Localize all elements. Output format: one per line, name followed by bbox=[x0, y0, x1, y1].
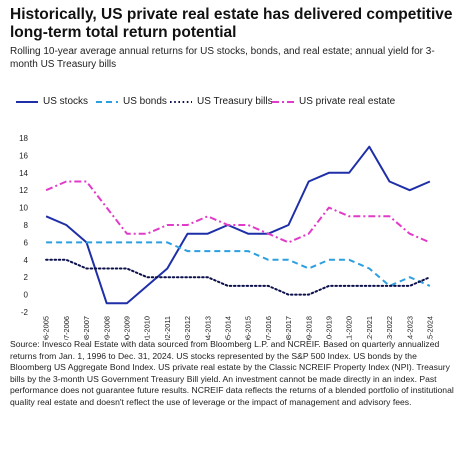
legend-label-us-private-real-estate: US private real estate bbox=[299, 96, 396, 107]
x-tick-label: 2006-2015 bbox=[244, 316, 253, 340]
y-tick-label: 10 bbox=[19, 204, 28, 213]
series-line-us-stocks bbox=[45, 145, 431, 305]
line-chart: -2 0 2 4 6 8 10 12 14 16 18 1996-2005 1997-2006 1998-… bbox=[19, 134, 435, 340]
x-tick-label: 1997-2006 bbox=[62, 316, 71, 340]
y-tick-label: -2 bbox=[21, 308, 29, 317]
y-tick-label: 2 bbox=[24, 273, 29, 282]
x-tick-label: 2004-2013 bbox=[203, 316, 212, 340]
y-tick-label: 0 bbox=[24, 291, 29, 300]
x-tick-label: 2015-2024 bbox=[426, 316, 435, 340]
x-tick-label: 2007-2016 bbox=[264, 316, 273, 340]
legend-swatch-us-treasury-bills bbox=[170, 100, 192, 103]
series-line-us-treasury-bills bbox=[45, 258, 431, 296]
x-tick-label: 2010-2019 bbox=[325, 316, 334, 340]
chart-legend: US stocks US bonds US Treasury bills US … bbox=[10, 96, 460, 110]
x-tick-label: 2003-2012 bbox=[183, 316, 192, 340]
x-tick-label: 2001-2010 bbox=[143, 316, 152, 340]
x-tick-label: 2008-2017 bbox=[284, 316, 293, 340]
chart-title: Historically, US private real estate has… bbox=[10, 6, 453, 41]
x-tick-label: 2014-2023 bbox=[405, 316, 414, 340]
x-tick-label: 1996-2005 bbox=[42, 316, 51, 340]
y-tick-label: 6 bbox=[24, 238, 29, 247]
legend-swatch-us-stocks bbox=[16, 100, 38, 103]
legend-label-us-stocks: US stocks bbox=[43, 96, 89, 107]
y-tick-label: 14 bbox=[19, 169, 28, 178]
x-tick-label: 2000-2009 bbox=[123, 316, 132, 340]
x-tick-label: 2005-2014 bbox=[224, 316, 233, 340]
legend-item-us-private-real-estate: US private real estate bbox=[272, 96, 395, 107]
legend-item-us-bonds: US bonds bbox=[96, 96, 167, 107]
x-tick-label: 1998-2007 bbox=[82, 316, 91, 340]
series-line-us-bonds bbox=[46, 241, 431, 287]
legend-label-us-bonds: US bonds bbox=[123, 96, 167, 107]
x-tick-label: 2002-2011 bbox=[163, 316, 172, 340]
y-tick-label: 18 bbox=[19, 134, 28, 143]
y-tick-label: 16 bbox=[19, 151, 28, 160]
x-tick-label: 1999-2008 bbox=[102, 316, 111, 340]
x-tick-label: 2011-2020 bbox=[345, 316, 354, 340]
x-tick-label: 2012-2021 bbox=[365, 316, 374, 340]
y-tick-label: 12 bbox=[19, 186, 28, 195]
legend-item-us-treasury-bills: US Treasury bills bbox=[170, 96, 273, 107]
y-tick-label: 4 bbox=[24, 256, 29, 265]
x-tick-label: 2013-2022 bbox=[385, 316, 394, 340]
legend-swatch-us-bonds bbox=[96, 100, 118, 103]
chart-subtitle: Rolling 10-year average annual returns f… bbox=[10, 46, 435, 70]
legend-swatch-us-private-real-estate bbox=[272, 100, 294, 103]
source-note: Source: Invesco Real Estate with data so… bbox=[10, 339, 454, 407]
y-tick-label: 8 bbox=[24, 221, 29, 230]
legend-item-us-stocks: US stocks bbox=[16, 96, 88, 107]
series-line-us-private-real-estate bbox=[45, 180, 431, 244]
x-tick-label: 2009-2018 bbox=[304, 316, 313, 340]
legend-label-us-treasury-bills: US Treasury bills bbox=[197, 96, 273, 107]
